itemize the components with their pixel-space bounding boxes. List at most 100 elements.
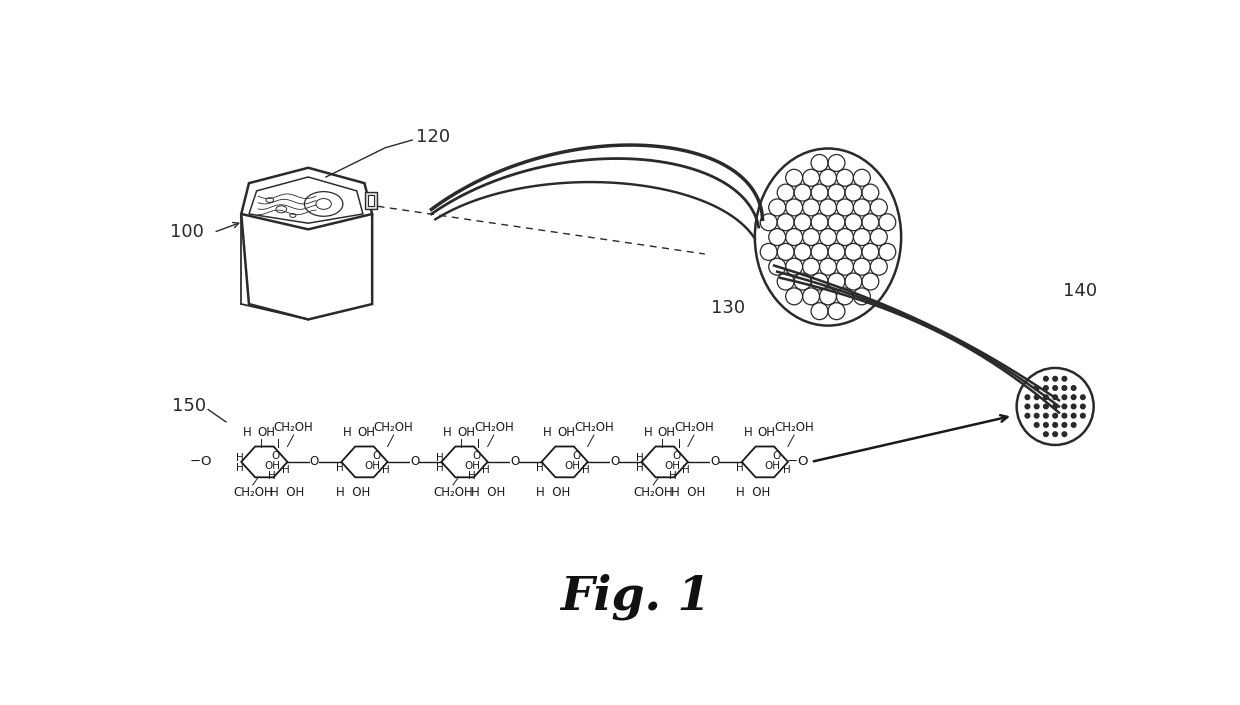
Bar [367,195,374,207]
Text: H  OH: H OH [671,486,706,499]
Text: OH: OH [257,426,275,439]
Text: OH: OH [264,461,280,471]
Text: OH: OH [758,426,775,439]
Circle shape [1044,432,1048,436]
Text: H: H [436,453,444,463]
Text: O: O [711,455,719,468]
Text: OH: OH [765,461,780,471]
Circle shape [1044,422,1048,427]
Text: O: O [773,450,780,461]
Circle shape [1053,386,1058,391]
Circle shape [1044,376,1048,381]
Circle shape [1071,395,1076,400]
Text: CH₂OH: CH₂OH [373,421,414,434]
Circle shape [1071,413,1076,418]
Text: H: H [382,465,389,474]
Text: OH: OH [564,461,580,471]
Circle shape [1080,404,1085,409]
Text: H: H [636,453,644,463]
Text: H: H [536,463,544,473]
Text: O: O [572,450,580,461]
Circle shape [1025,395,1029,400]
Text: H: H [782,465,790,474]
Circle shape [1071,404,1076,409]
Text: H: H [644,426,652,439]
Circle shape [1034,404,1039,409]
Text: O: O [510,455,520,468]
Text: H: H [343,426,352,439]
Text: H  OH: H OH [270,486,305,499]
Text: CH₂OH: CH₂OH [274,421,314,434]
Text: OH: OH [458,426,475,439]
Text: CH₂OH: CH₂OH [233,486,273,499]
Circle shape [1034,395,1039,400]
Circle shape [1044,413,1048,418]
Text: 100: 100 [170,223,205,241]
Text: CH₂OH: CH₂OH [774,421,813,434]
Circle shape [1080,395,1085,400]
Circle shape [1063,404,1066,409]
Circle shape [1053,404,1058,409]
Text: OH: OH [657,426,676,439]
Circle shape [1053,376,1058,381]
Circle shape [1044,404,1048,409]
Text: O: O [372,450,381,461]
Text: 150: 150 [171,398,206,415]
Circle shape [1063,376,1066,381]
Circle shape [1044,386,1048,391]
Circle shape [1063,386,1066,391]
Circle shape [1063,413,1066,418]
Circle shape [1063,395,1066,400]
Circle shape [1071,422,1076,427]
Circle shape [1080,413,1085,418]
Text: CH₂OH: CH₂OH [433,486,472,499]
Circle shape [1034,422,1039,427]
Text: H: H [636,463,644,473]
Text: 120: 120 [417,128,450,146]
Text: OH: OH [464,461,480,471]
Text: H: H [243,426,252,439]
Text: H  OH: H OH [737,486,770,499]
Text: $-$O: $-$O [188,455,212,468]
Text: CH₂OH: CH₂OH [675,421,714,434]
Circle shape [1071,386,1076,391]
Text: O: O [410,455,419,468]
Circle shape [1053,413,1058,418]
Text: CH₂OH: CH₂OH [574,421,614,434]
Circle shape [1044,395,1048,400]
Circle shape [1034,386,1039,391]
Text: H: H [482,465,490,474]
Text: H: H [443,426,453,439]
Circle shape [1025,413,1029,418]
Text: H  OH: H OH [536,486,570,499]
Text: $-$O: $-$O [786,455,808,468]
Text: H: H [236,453,243,463]
Text: H  OH: H OH [336,486,370,499]
Circle shape [1034,413,1039,418]
Text: H: H [469,471,476,481]
Text: O: O [672,450,681,461]
Text: H: H [336,463,343,473]
Text: 130: 130 [711,299,745,317]
Text: H: H [236,463,243,473]
Text: H: H [281,465,290,474]
Text: H: H [682,465,691,474]
Text: O: O [310,455,319,468]
Text: O: O [610,455,619,468]
Text: H  OH: H OH [470,486,505,499]
Text: CH₂OH: CH₂OH [474,421,513,434]
Text: H: H [668,471,676,481]
Text: O: O [472,450,480,461]
Text: H: H [543,426,552,439]
Text: OH: OH [665,461,681,471]
Circle shape [1053,422,1058,427]
Text: O: O [272,450,280,461]
Text: H: H [737,463,744,473]
Text: H: H [583,465,590,474]
Text: OH: OH [557,426,575,439]
Circle shape [1063,432,1066,436]
Text: Fig. 1: Fig. 1 [560,573,711,620]
Circle shape [1053,432,1058,436]
Circle shape [1025,404,1029,409]
Text: H: H [268,471,277,481]
